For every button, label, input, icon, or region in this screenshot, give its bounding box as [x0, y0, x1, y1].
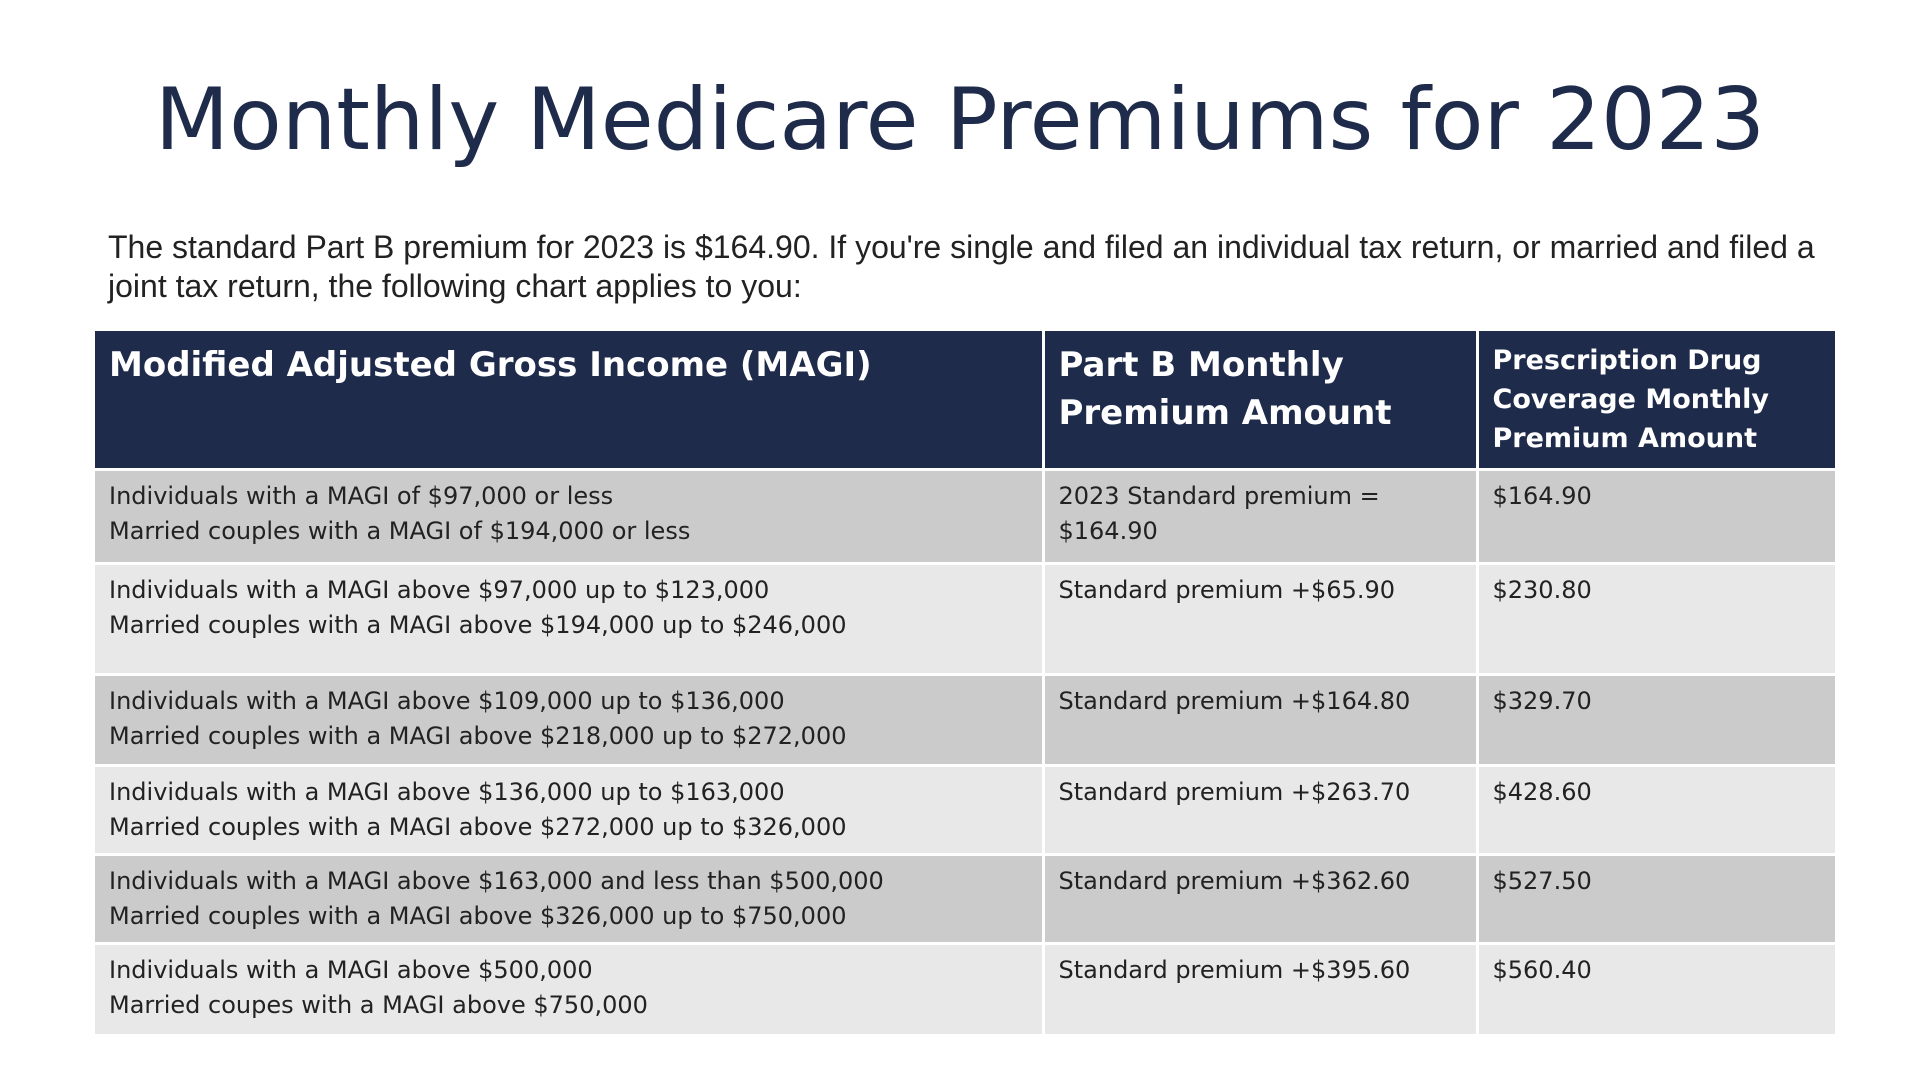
- magi-married: Married couples with a MAGI above $326,0…: [109, 902, 847, 930]
- table-row: Individuals with a MAGI above $500,000 M…: [95, 942, 1835, 1034]
- header-drug-coverage: Prescription Drug Coverage Monthly Premi…: [1477, 331, 1835, 470]
- magi-cell: Individuals with a MAGI above $163,000 a…: [95, 853, 1045, 944]
- table-row: Individuals with a MAGI above $109,000 u…: [95, 673, 1835, 766]
- magi-married: Married couples with a MAGI of $194,000 …: [109, 517, 691, 545]
- magi-individual: Individuals with a MAGI of $97,000 or le…: [109, 482, 614, 510]
- magi-individual: Individuals with a MAGI above $500,000: [109, 956, 593, 984]
- part-b-cell: Standard premium +$263.70: [1043, 764, 1479, 855]
- premiums-table: Modified Adjusted Gross Income (MAGI) Pa…: [95, 331, 1835, 1034]
- part-b-cell: Standard premium +$362.60: [1043, 853, 1479, 944]
- magi-married: Married coupes with a MAGI above $750,00…: [109, 991, 648, 1019]
- header-magi: Modified Adjusted Gross Income (MAGI): [95, 331, 1045, 470]
- magi-cell: Individuals with a MAGI above $500,000 M…: [95, 942, 1045, 1034]
- drug-cell: $428.60: [1477, 764, 1835, 855]
- magi-married: Married couples with a MAGI above $194,0…: [109, 611, 847, 639]
- drug-cell: $164.90: [1477, 468, 1835, 564]
- magi-cell: Individuals with a MAGI above $109,000 u…: [95, 673, 1045, 766]
- page-title: Monthly Medicare Premiums for 2023: [154, 70, 1766, 170]
- magi-individual: Individuals with a MAGI above $136,000 u…: [109, 778, 785, 806]
- drug-cell: $230.80: [1477, 562, 1835, 675]
- table-row: Individuals with a MAGI above $163,000 a…: [95, 853, 1835, 944]
- magi-married: Married couples with a MAGI above $218,0…: [109, 722, 847, 750]
- drug-cell: $560.40: [1477, 942, 1835, 1034]
- table-row: Individuals with a MAGI above $136,000 u…: [95, 764, 1835, 855]
- part-b-cell: Standard premium +$65.90: [1043, 562, 1479, 675]
- magi-cell: Individuals with a MAGI above $136,000 u…: [95, 764, 1045, 855]
- intro-paragraph: The standard Part B premium for 2023 is …: [108, 229, 1815, 304]
- table-row: Individuals with a MAGI above $97,000 up…: [95, 562, 1835, 675]
- part-b-cell: Standard premium +$164.80: [1043, 673, 1479, 766]
- magi-individual: Individuals with a MAGI above $109,000 u…: [109, 687, 785, 715]
- drug-cell: $329.70: [1477, 673, 1835, 766]
- magi-cell: Individuals with a MAGI of $97,000 or le…: [95, 468, 1045, 564]
- table-row: Individuals with a MAGI of $97,000 or le…: [95, 468, 1835, 564]
- magi-cell: Individuals with a MAGI above $97,000 up…: [95, 562, 1045, 675]
- part-b-cell: Standard premium +$395.60: [1043, 942, 1479, 1034]
- magi-married: Married couples with a MAGI above $272,0…: [109, 813, 847, 841]
- table-header-row: Modified Adjusted Gross Income (MAGI) Pa…: [95, 331, 1835, 470]
- magi-individual: Individuals with a MAGI above $163,000 a…: [109, 867, 884, 895]
- header-part-b: Part B Monthly Premium Amount: [1043, 331, 1479, 470]
- drug-cell: $527.50: [1477, 853, 1835, 944]
- part-b-cell: 2023 Standard premium = $164.90: [1043, 468, 1479, 564]
- magi-individual: Individuals with a MAGI above $97,000 up…: [109, 576, 770, 604]
